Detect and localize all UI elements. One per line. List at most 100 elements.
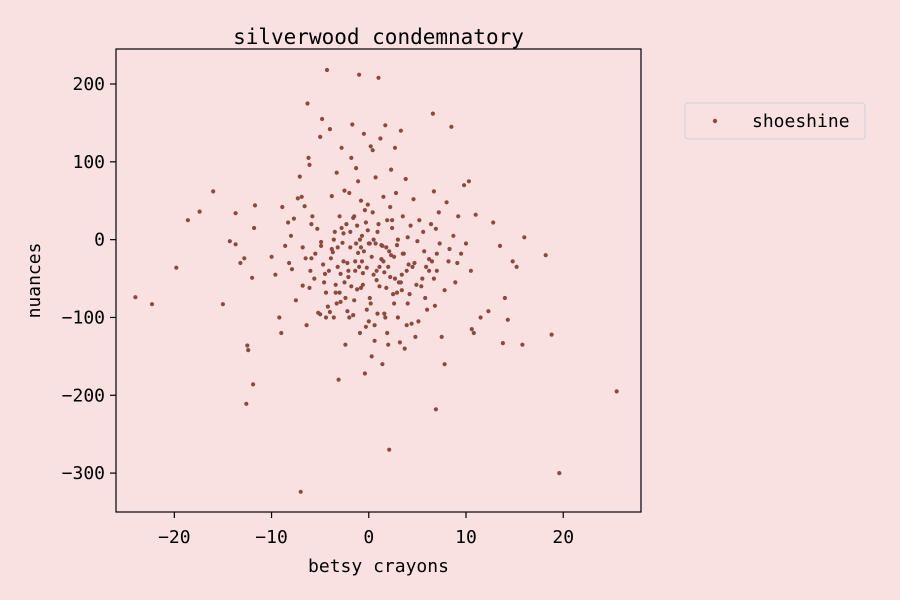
data-point xyxy=(289,267,295,272)
data-point xyxy=(246,348,251,353)
data-point xyxy=(351,313,356,318)
data-point xyxy=(459,251,464,256)
data-point xyxy=(387,447,392,452)
data-point xyxy=(434,268,439,273)
data-point xyxy=(374,268,379,273)
data-point xyxy=(412,260,417,266)
data-point xyxy=(338,271,343,276)
data-point xyxy=(353,268,358,273)
data-point xyxy=(334,301,339,306)
data-point xyxy=(419,284,424,289)
data-point xyxy=(308,268,313,273)
data-point xyxy=(427,268,432,273)
data-point xyxy=(335,245,340,250)
data-point xyxy=(319,239,324,245)
data-point xyxy=(362,371,367,376)
data-point xyxy=(439,334,444,339)
data-point xyxy=(337,214,342,219)
data-point xyxy=(398,280,403,285)
data-point xyxy=(242,256,247,261)
data-point xyxy=(391,292,396,297)
data-point xyxy=(361,131,366,136)
data-point xyxy=(394,243,400,248)
data-point xyxy=(368,301,373,306)
data-point xyxy=(403,176,408,182)
data-point xyxy=(322,271,328,276)
legend-label: shoeshine xyxy=(752,111,850,132)
data-point xyxy=(298,489,303,494)
data-point xyxy=(422,249,427,254)
x-tick-label: 0 xyxy=(363,527,374,548)
data-point xyxy=(381,259,386,264)
data-point xyxy=(468,268,473,273)
data-point xyxy=(462,183,467,188)
data-point xyxy=(375,311,380,316)
data-point xyxy=(400,251,405,256)
data-point xyxy=(389,167,394,172)
data-point xyxy=(327,309,332,315)
data-point xyxy=(359,233,365,238)
data-point xyxy=(394,290,400,295)
data-point xyxy=(343,295,348,301)
plot-area-frame xyxy=(115,48,642,513)
data-point xyxy=(405,301,410,306)
data-point xyxy=(321,262,326,267)
data-point xyxy=(497,243,503,248)
data-point xyxy=(357,330,363,336)
data-point xyxy=(469,327,474,332)
data-point xyxy=(381,194,386,199)
data-point xyxy=(343,342,348,347)
data-point xyxy=(355,287,360,292)
data-point xyxy=(392,145,398,150)
data-point xyxy=(336,377,341,382)
data-point xyxy=(252,225,257,231)
data-point xyxy=(376,75,381,80)
data-point xyxy=(339,145,344,150)
data-point xyxy=(442,288,447,293)
data-point xyxy=(395,237,400,242)
data-point xyxy=(393,190,399,196)
data-point xyxy=(293,298,298,303)
data-point xyxy=(385,218,390,223)
data-point xyxy=(410,264,415,269)
data-point xyxy=(398,128,403,133)
data-point xyxy=(280,204,285,210)
data-point xyxy=(333,282,338,287)
data-point xyxy=(357,237,363,242)
data-point xyxy=(250,275,255,280)
data-point xyxy=(174,265,179,270)
data-point xyxy=(376,222,381,227)
data-point xyxy=(392,301,397,306)
data-point xyxy=(302,204,307,209)
data-point xyxy=(351,215,356,220)
data-point xyxy=(300,245,305,250)
data-point xyxy=(273,272,278,277)
data-point xyxy=(365,202,370,207)
legend-box xyxy=(684,102,866,140)
data-point xyxy=(307,285,312,290)
data-point xyxy=(543,253,548,258)
data-point xyxy=(312,276,317,281)
data-point xyxy=(411,197,416,202)
data-point xyxy=(306,155,311,160)
data-point xyxy=(471,330,476,336)
data-point xyxy=(434,251,439,256)
data-point xyxy=(338,299,343,304)
data-point xyxy=(436,210,441,215)
data-point xyxy=(473,212,478,217)
data-point xyxy=(374,278,379,283)
data-point xyxy=(323,315,329,320)
data-point xyxy=(220,302,225,307)
data-point xyxy=(310,214,315,219)
data-point xyxy=(399,288,404,293)
data-point xyxy=(355,223,360,228)
data-point xyxy=(337,290,342,295)
data-point xyxy=(300,283,305,288)
data-point xyxy=(305,101,310,106)
data-point xyxy=(384,285,389,290)
data-point xyxy=(185,218,190,223)
data-point xyxy=(251,382,256,387)
data-point xyxy=(211,189,216,194)
data-point xyxy=(227,239,232,244)
data-point xyxy=(334,170,339,175)
